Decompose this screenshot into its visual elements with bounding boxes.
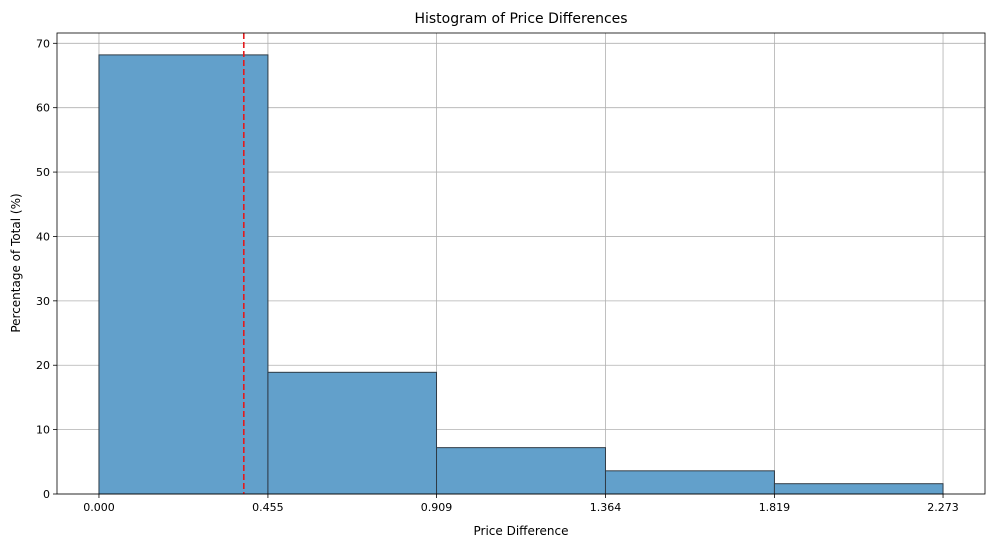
x-tick-label: 0.000 bbox=[83, 501, 115, 514]
plot-frame bbox=[56, 32, 986, 495]
x-tick-label: 1.819 bbox=[759, 501, 791, 514]
x-tick-label: 1.364 bbox=[590, 501, 622, 514]
y-axis-ticks: 0 10 20 30 40 50 60 70 bbox=[36, 37, 57, 501]
histogram-bar bbox=[604, 470, 775, 495]
x-axis-label: Price Difference bbox=[474, 524, 569, 538]
x-axis-ticks: 0.000 0.455 0.909 1.364 1.819 2.273 bbox=[83, 494, 959, 514]
bars bbox=[98, 54, 944, 495]
x-tick-label: 0.909 bbox=[421, 501, 453, 514]
y-axis-label: Percentage of Total (%) bbox=[9, 193, 23, 332]
histogram-bar bbox=[267, 371, 438, 495]
chart-title: Histogram of Price Differences bbox=[414, 11, 627, 27]
x-tick-label: 0.455 bbox=[252, 501, 284, 514]
y-tick-label: 30 bbox=[36, 295, 50, 308]
y-tick-label: 0 bbox=[43, 488, 50, 501]
y-tick-label: 10 bbox=[36, 424, 50, 437]
y-tick-label: 40 bbox=[36, 230, 50, 243]
histogram-bar bbox=[773, 483, 944, 495]
histogram-bar bbox=[98, 54, 269, 495]
y-tick-label: 20 bbox=[36, 359, 50, 372]
x-tick-label: 2.273 bbox=[927, 501, 959, 514]
histogram-bar bbox=[436, 447, 606, 495]
y-tick-label: 70 bbox=[36, 37, 50, 50]
y-tick-label: 60 bbox=[36, 102, 50, 115]
y-tick-label: 50 bbox=[36, 166, 50, 179]
